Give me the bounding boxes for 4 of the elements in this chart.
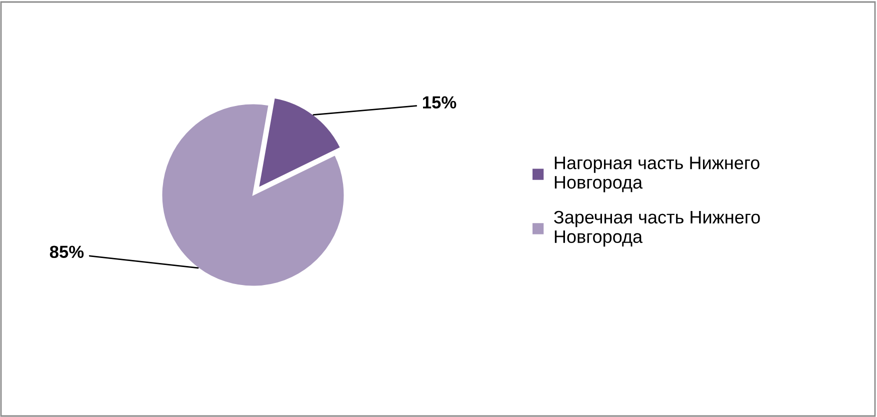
legend-label: Заречная часть Нижнего Новгорода [554, 210, 760, 247]
data-label: 15% [423, 96, 456, 109]
data-label: 85% [50, 246, 84, 258]
legend-label: Нагорная часть Нижнего Новгорода [554, 156, 760, 192]
